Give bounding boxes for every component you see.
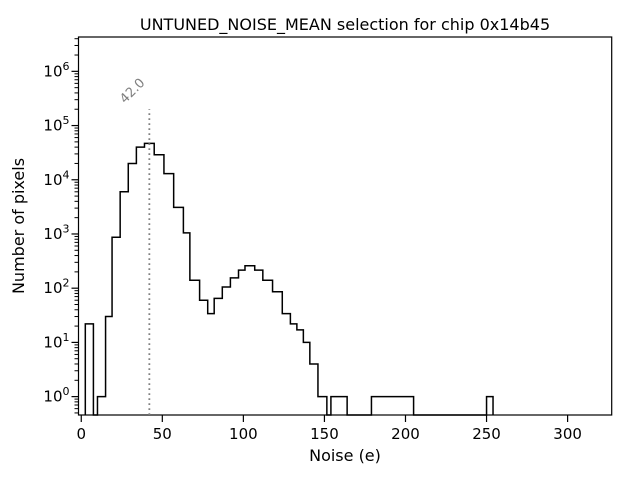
y-axis-tick-labels: 100 101 102 103 104 105 106 [43, 60, 69, 406]
chart-title: UNTUNED_NOISE_MEAN selection for chip 0x… [140, 15, 550, 35]
y-axis-minor-ticks [74, 38, 79, 414]
svg-text:100: 100 [229, 425, 258, 443]
svg-text:104: 104 [43, 168, 69, 189]
svg-text:100: 100 [43, 385, 69, 406]
svg-text:150: 150 [310, 425, 339, 443]
svg-text:106: 106 [43, 60, 69, 81]
y-axis-label: Number of pixels [9, 158, 28, 294]
svg-text:101: 101 [43, 331, 69, 352]
svg-text:105: 105 [43, 114, 69, 135]
x-axis-label: Noise (e) [309, 446, 381, 465]
x-axis-tick-labels: 0 50 100 150 200 250 300 [76, 425, 581, 443]
svg-text:200: 200 [391, 425, 420, 443]
svg-text:300: 300 [553, 425, 582, 443]
plot-area [77, 36, 613, 416]
svg-text:103: 103 [43, 222, 69, 243]
y-axis-major-ticks [71, 70, 79, 398]
x-axis-ticks [80, 415, 569, 422]
svg-text:0: 0 [76, 425, 86, 443]
histogram-outline [84, 142, 494, 416]
svg-text:102: 102 [43, 277, 69, 298]
svg-text:50: 50 [153, 425, 172, 443]
svg-text:250: 250 [472, 425, 501, 443]
